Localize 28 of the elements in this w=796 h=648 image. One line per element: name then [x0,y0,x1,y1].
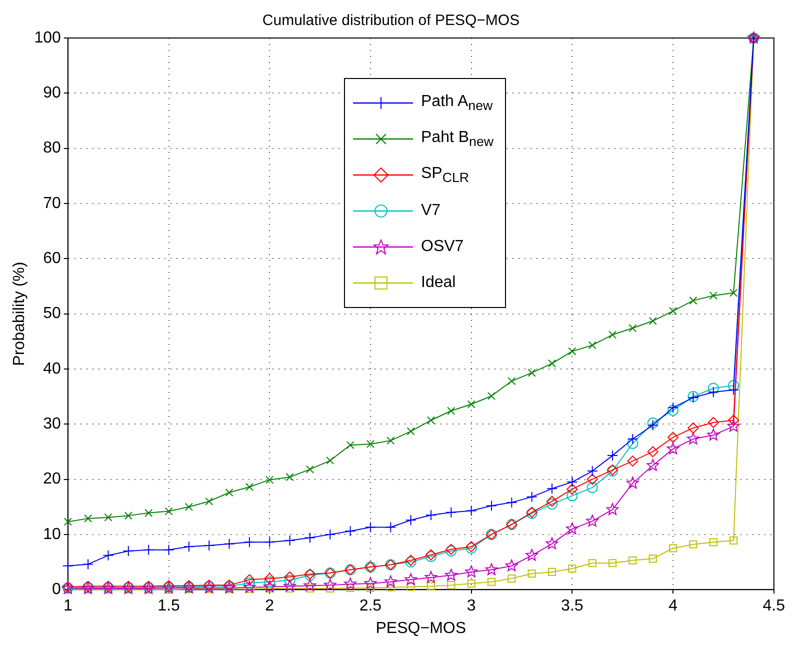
legend-label: Ideal [421,274,456,292]
y-tick-label: 60 [43,250,61,268]
x-tick-label: 2.5 [359,598,382,615]
y-axis-title: Probability (%) [11,262,28,366]
x-tick-label: 4 [668,598,678,615]
x-axis-title: PESQ−MOS [376,620,466,637]
y-tick-label: 0 [52,581,61,598]
x-tick-label: 4.5 [762,598,786,615]
y-tick-label: 50 [43,305,61,322]
y-tick-label: 90 [43,84,61,102]
y-tick-label: 20 [43,470,61,488]
x-tick-label: 1 [63,598,72,615]
y-tick-label: 70 [43,194,61,212]
x-tick-label: 3.5 [561,598,584,615]
legend-label: Path A$_{new}$ [421,92,493,114]
y-tick-label: 100 [34,29,61,46]
legend-label: SP$_{CLR}$ [421,164,470,186]
y-tick-label: 80 [43,140,61,157]
y-tick-label: 40 [43,360,61,378]
legend-label: Paht B$_{new}$ [421,128,494,150]
chart-title: Cumulative distribution of PESQ−MOS [262,12,520,30]
y-tick-label: 30 [43,416,61,433]
y-tick-label: 10 [43,526,61,543]
x-tick-label: 2 [265,598,274,615]
x-tick-label: 1.5 [158,598,180,615]
legend-label: OSV7 [421,238,464,256]
legend-label: V7 [421,202,441,220]
x-tick-label: 3 [466,598,476,615]
